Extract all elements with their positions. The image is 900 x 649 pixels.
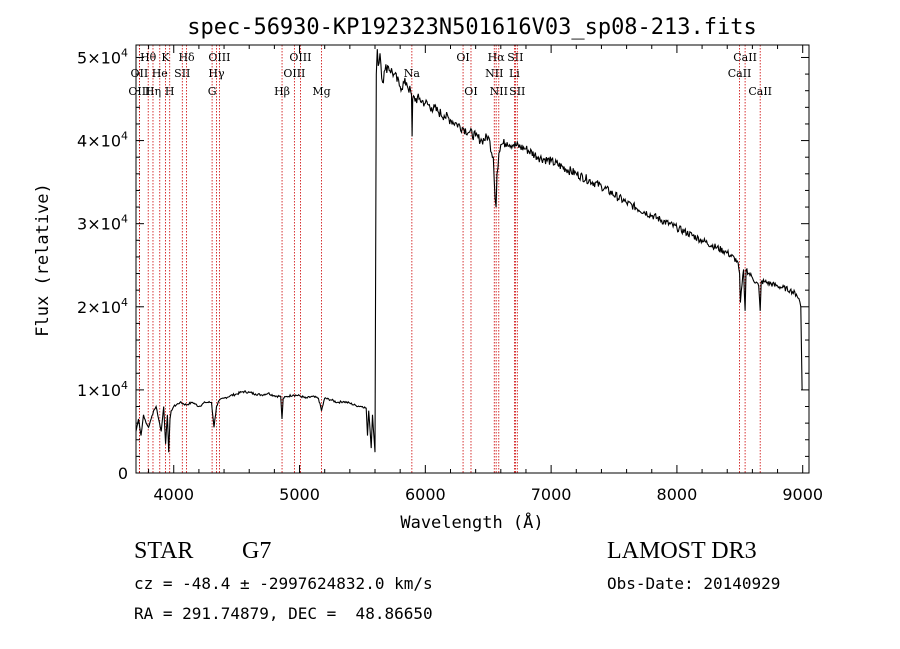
y-axis-label: Flux (relative) — [33, 183, 53, 337]
y-tick-label: 4×104 — [77, 130, 128, 151]
line-marker-label: Hγ — [208, 67, 225, 80]
line-marker-label: Li — [509, 67, 520, 80]
object-subclass: G7 — [242, 538, 272, 564]
y-tick-label: 1×104 — [77, 379, 128, 400]
line-marker-label: Na — [404, 67, 421, 80]
line-marker-label: K — [161, 51, 170, 64]
line-marker-label: CaII — [728, 67, 752, 80]
y-tick-label: 2×104 — [77, 296, 128, 317]
line-marker-label: OI — [456, 51, 469, 64]
y-tick-label: 5×104 — [77, 46, 128, 67]
x-axis-label: Wavelength (Å) — [400, 511, 543, 533]
line-marker-label: G — [208, 85, 217, 98]
line-marker-label: OI — [464, 85, 477, 98]
line-marker-label: Hθ — [140, 51, 157, 64]
line-marker-label: CaII — [748, 85, 772, 98]
x-axis-ticks: 4000 5000 6000 7000 8000 9000 — [148, 45, 823, 504]
observation-date: Obs-Date: 20140929 — [607, 574, 781, 593]
line-marker-label: Hα — [488, 51, 506, 64]
plot-frame — [135, 44, 810, 474]
x-tick-label: 7000 — [531, 485, 572, 504]
line-marker-label: CaII — [733, 51, 757, 64]
line-marker-label: OIII — [128, 85, 150, 98]
chart-title: spec-56930-KP192323N501616V03_sp08-213.f… — [187, 15, 757, 40]
line-marker-label: OIII — [289, 51, 311, 64]
x-tick-label: 4000 — [153, 485, 194, 504]
line-marker-label: He — [152, 67, 168, 80]
line-marker-label: Hδ — [178, 51, 195, 64]
y-axis-ticks: 0 1×104 2×104 3×104 4×104 5×104 — [77, 46, 809, 483]
x-tick-label: 8000 — [657, 485, 698, 504]
y-tick-label: 0 — [118, 464, 128, 483]
line-marker-label: SII — [507, 51, 523, 64]
x-tick-label: 5000 — [279, 485, 320, 504]
line-marker-label: Hη — [145, 85, 161, 98]
x-tick-label: 9000 — [782, 485, 823, 504]
object-class: STAR — [134, 538, 194, 564]
survey-name: LAMOST DR3 — [607, 538, 757, 564]
redshift-info: cz = -48.4 ± -2997624832.0 km/s — [134, 574, 433, 593]
line-marker-label: SII — [174, 67, 190, 80]
line-marker-label: SII — [509, 85, 525, 98]
coordinates: RA = 291.74879, DEC = 48.86650 — [134, 604, 433, 623]
line-marker-label: OIII — [283, 67, 305, 80]
line-marker-label: Mg — [312, 85, 330, 98]
line-marker-label: OIII — [208, 51, 230, 64]
line-marker-label: NII — [490, 85, 508, 98]
line-marker-label: NII — [485, 67, 503, 80]
spectrum-series-line — [135, 49, 803, 453]
x-tick-label: 6000 — [405, 485, 446, 504]
line-marker-label: Hβ — [274, 85, 290, 98]
y-tick-label: 3×104 — [77, 213, 128, 234]
line-marker-label: H — [165, 85, 175, 98]
